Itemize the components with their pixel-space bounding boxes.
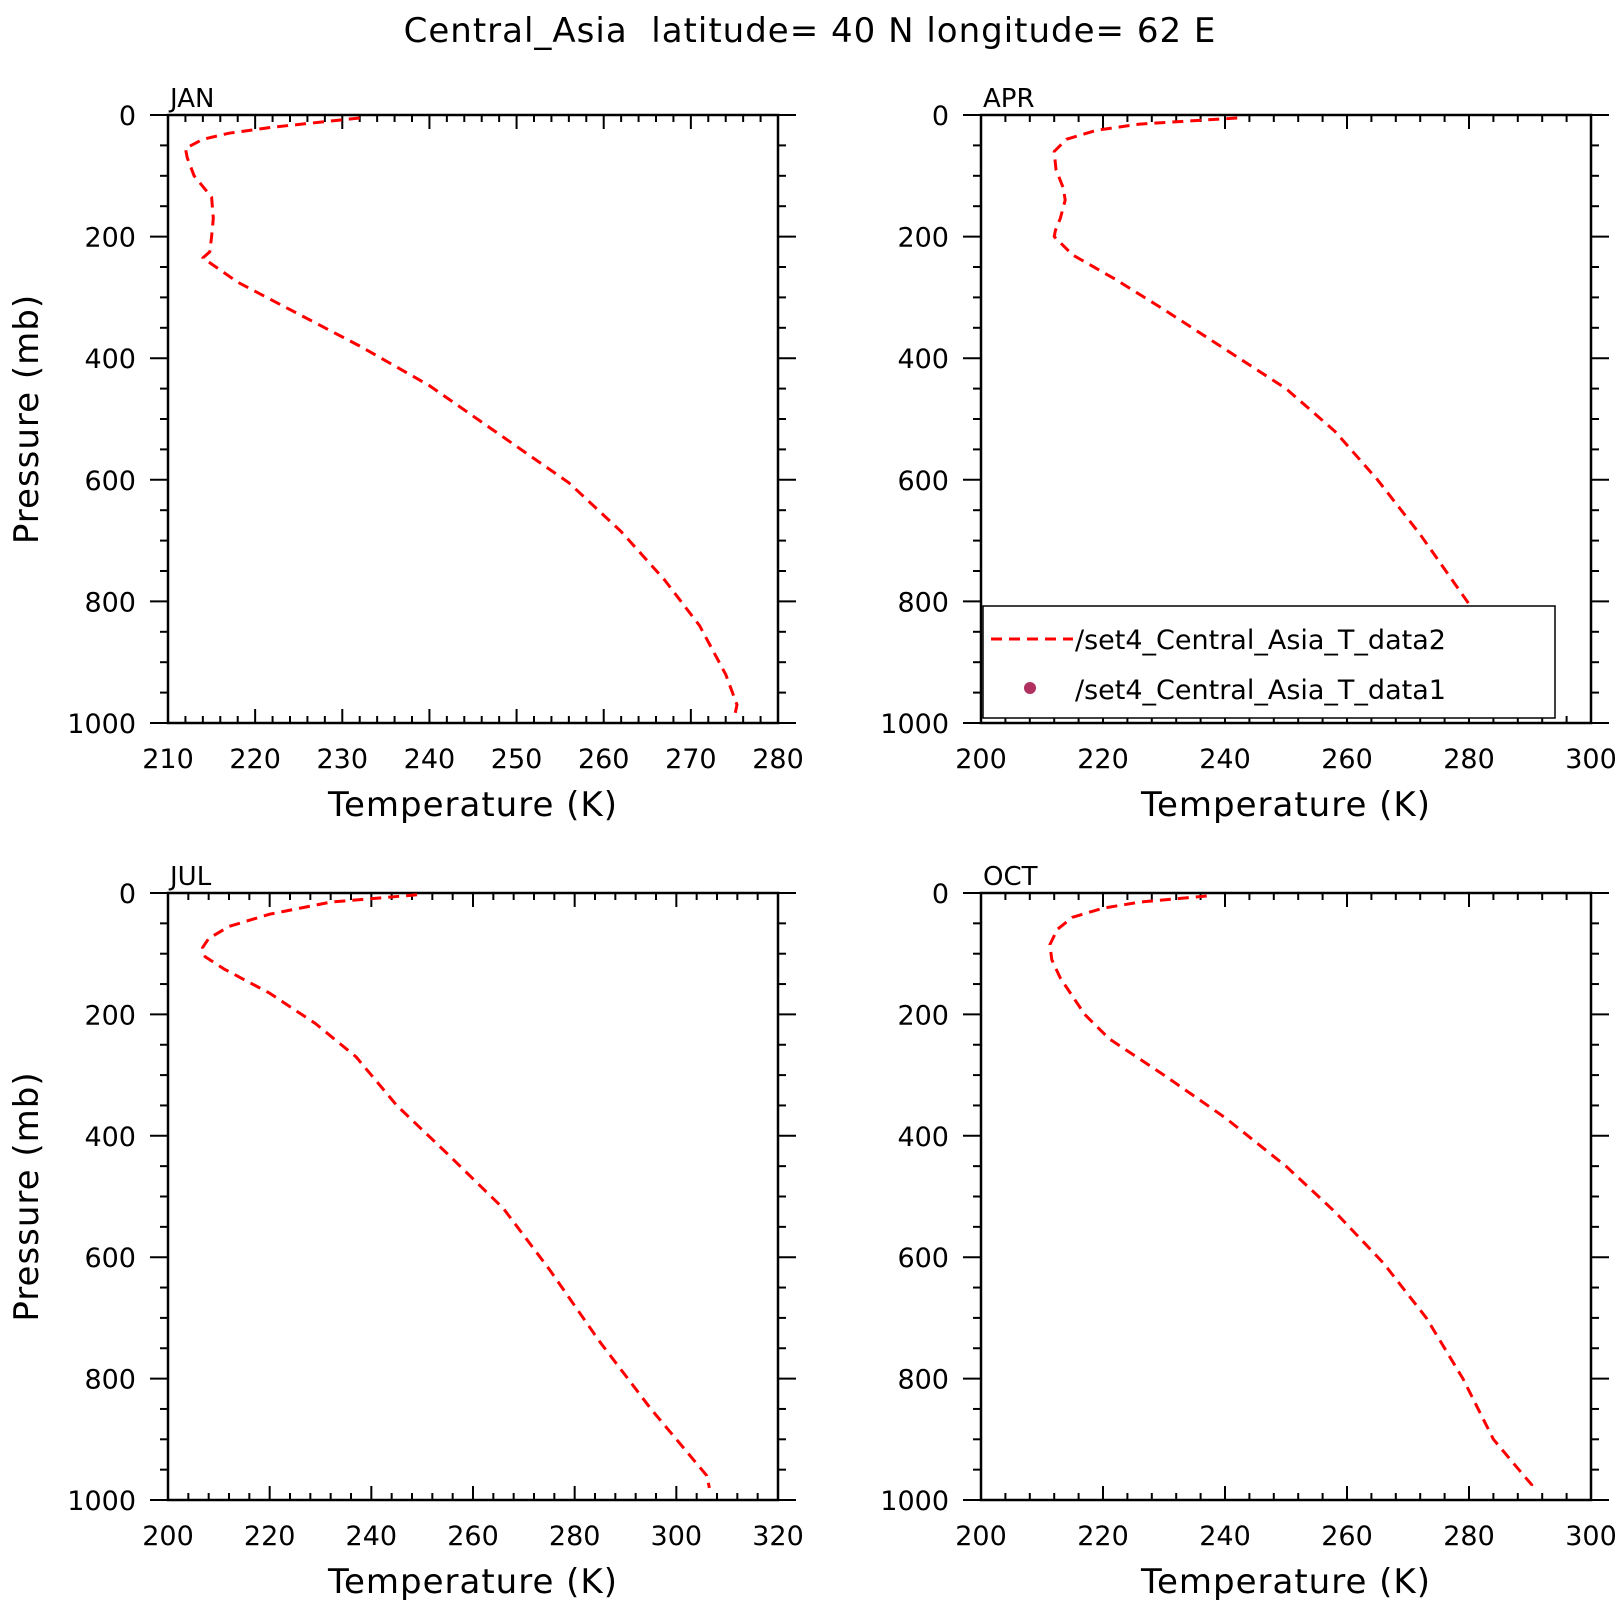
x-axis-title: Temperature (K) bbox=[1140, 785, 1431, 825]
series-line-1 bbox=[1048, 894, 1534, 1492]
y-tick-label: 0 bbox=[932, 879, 949, 910]
legend-label: /set4_Central_Asia_T_data1 bbox=[1075, 675, 1446, 706]
y-tick-label: 400 bbox=[897, 344, 949, 375]
y-tick-label: 400 bbox=[84, 344, 136, 375]
x-tick-label: 270 bbox=[665, 744, 717, 775]
x-tick-label: 280 bbox=[549, 1521, 601, 1552]
x-tick-label: 280 bbox=[752, 744, 804, 775]
y-axis-title: Pressure (mb) bbox=[7, 294, 47, 544]
y-tick-label: 400 bbox=[897, 1122, 949, 1153]
y-tick-label: 0 bbox=[119, 879, 136, 910]
x-axis-title: Temperature (K) bbox=[327, 1562, 618, 1602]
x-tick-label: 280 bbox=[1443, 744, 1495, 775]
figure-title: Central_Asia latitude= 40 N longitude= 6… bbox=[404, 11, 1217, 51]
x-tick-label: 260 bbox=[447, 1521, 499, 1552]
x-tick-label: 220 bbox=[1077, 744, 1129, 775]
panel-label: OCT bbox=[983, 862, 1038, 892]
plot-frame bbox=[166, 891, 780, 1502]
x-tick-label: 200 bbox=[142, 1521, 194, 1552]
plot-frame bbox=[979, 891, 1593, 1502]
y-tick-label: 600 bbox=[897, 466, 949, 497]
y-tick-label: 800 bbox=[84, 587, 136, 618]
x-tick-label: 250 bbox=[491, 744, 543, 775]
y-tick-label: 200 bbox=[84, 223, 136, 254]
chart-panel-apr: APR 200 220 240 260 280 300 0 200 400 600 800 1000 Te… bbox=[880, 84, 1616, 825]
x-tick-label: 200 bbox=[955, 744, 1007, 775]
y-tick-label: 600 bbox=[897, 1243, 949, 1274]
legend: /set4_Central_Asia_T_data2/set4_Central_… bbox=[982, 605, 1556, 719]
x-tick-label: 260 bbox=[1321, 744, 1373, 775]
legend-label: /set4_Central_Asia_T_data2 bbox=[1075, 625, 1446, 656]
x-tick-label: 220 bbox=[1077, 1521, 1129, 1552]
panel-label: JAN bbox=[168, 84, 214, 114]
x-tick-label: 240 bbox=[404, 744, 456, 775]
y-tick-label: 0 bbox=[932, 101, 949, 132]
x-tick-label: 210 bbox=[142, 744, 194, 775]
x-tick-label: 300 bbox=[1565, 744, 1617, 775]
y-axis-title: Pressure (mb) bbox=[7, 1071, 47, 1321]
y-tick-label: 800 bbox=[897, 587, 949, 618]
x-tick-label: 260 bbox=[1321, 1521, 1373, 1552]
y-tick-label: 200 bbox=[897, 1000, 949, 1031]
x-tick-label: 240 bbox=[346, 1521, 398, 1552]
legend-box bbox=[982, 605, 1556, 719]
y-tick-label: 800 bbox=[84, 1365, 136, 1396]
y-tick-label: 1000 bbox=[880, 709, 949, 740]
y-tick-label: 1000 bbox=[67, 1486, 136, 1517]
chart-panel-jan: JAN 210 220 230 240 250 260 270 280 0 200 400 600 800… bbox=[7, 84, 804, 825]
x-tick-label: 260 bbox=[578, 744, 630, 775]
chart-panels: JAN 210 220 230 240 250 260 270 280 0 200 400 600 800… bbox=[7, 84, 1617, 1602]
x-tick-label: 200 bbox=[955, 1521, 1007, 1552]
panel-label: APR bbox=[983, 84, 1035, 114]
plot-frame bbox=[166, 113, 780, 725]
y-tick-label: 1000 bbox=[67, 709, 136, 740]
y-tick-label: 400 bbox=[84, 1122, 136, 1153]
chart-panel-jul: JUL 200 220 240 260 280 300 320 0 200 400 600 800 100… bbox=[7, 862, 804, 1602]
y-tick-label: 800 bbox=[897, 1365, 949, 1396]
x-tick-label: 220 bbox=[229, 744, 281, 775]
y-tick-label: 200 bbox=[84, 1000, 136, 1031]
y-tick-label: 600 bbox=[84, 1243, 136, 1274]
x-tick-label: 230 bbox=[317, 744, 369, 775]
series-line-1 bbox=[1052, 116, 1544, 715]
x-tick-label: 220 bbox=[244, 1521, 296, 1552]
y-tick-label: 600 bbox=[84, 466, 136, 497]
x-axis-title: Temperature (K) bbox=[327, 785, 618, 825]
series-line-1 bbox=[183, 116, 739, 718]
x-tick-label: 300 bbox=[651, 1521, 703, 1552]
panel-label: JUL bbox=[168, 862, 212, 892]
x-tick-label: 240 bbox=[1199, 744, 1251, 775]
x-tick-label: 320 bbox=[752, 1521, 804, 1552]
x-tick-label: 300 bbox=[1565, 1521, 1617, 1552]
x-axis-title: Temperature (K) bbox=[1140, 1562, 1431, 1602]
x-tick-label: 280 bbox=[1443, 1521, 1495, 1552]
x-tick-label: 240 bbox=[1199, 1521, 1251, 1552]
y-tick-label: 1000 bbox=[880, 1486, 949, 1517]
series-line-1 bbox=[201, 893, 711, 1489]
chart-panel-oct: OCT 200 220 240 260 280 300 0 200 400 600 800 1000 Te… bbox=[880, 862, 1616, 1602]
y-tick-label: 0 bbox=[119, 101, 136, 132]
y-tick-label: 200 bbox=[897, 223, 949, 254]
legend-dot-swatch bbox=[1024, 682, 1036, 694]
